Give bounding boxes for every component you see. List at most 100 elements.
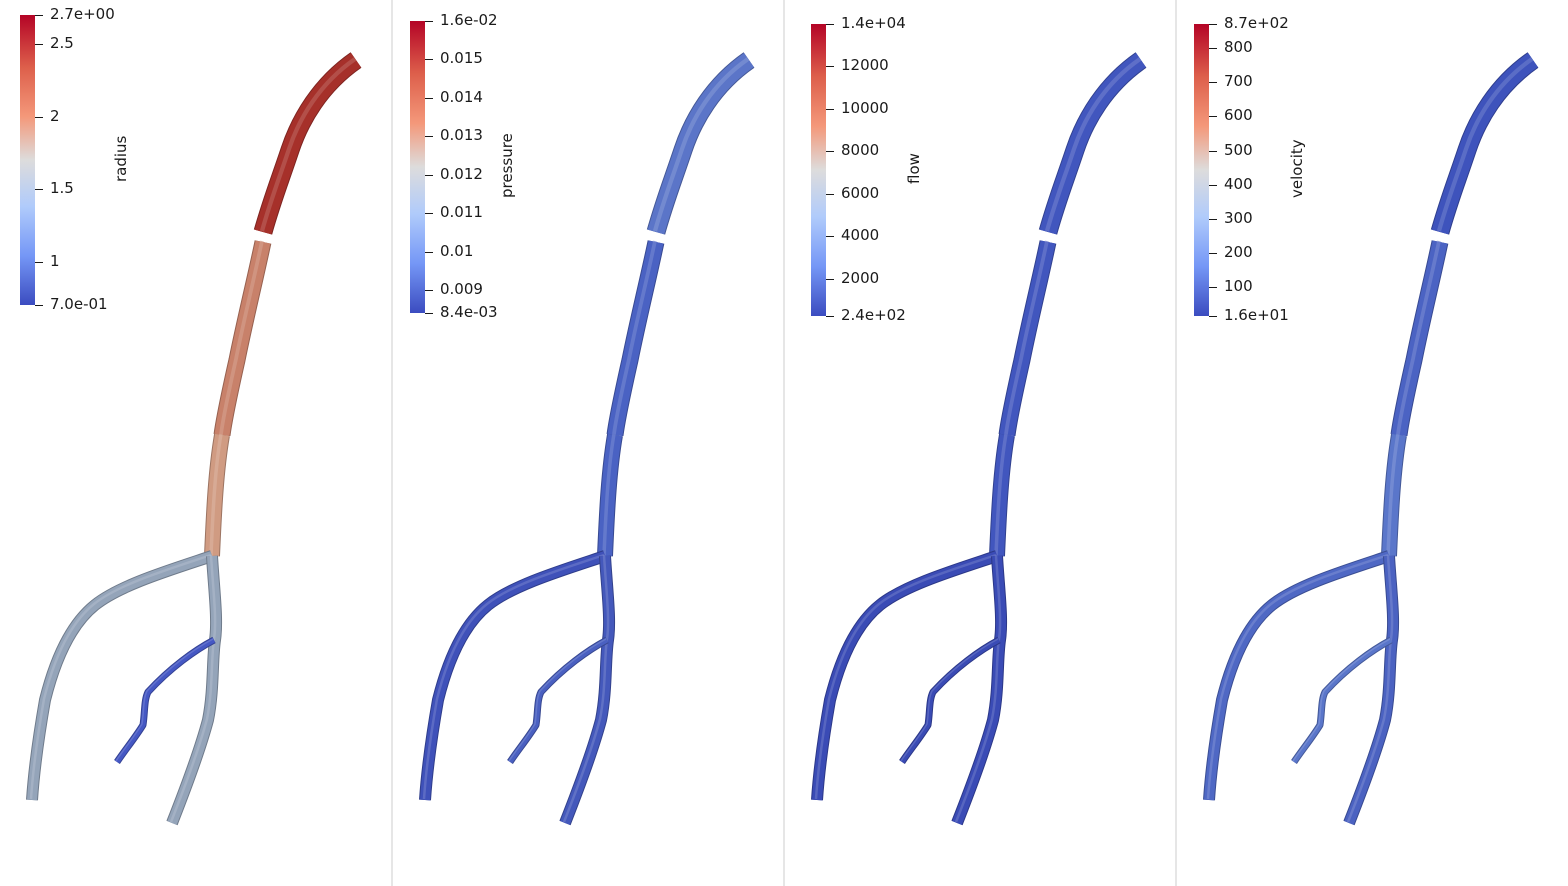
colorbar-title: velocity: [1288, 139, 1306, 198]
colorbar-tick: [826, 109, 834, 110]
vessel-segment-left_branch: [1204, 551, 1391, 801]
colorbar-tick-label: 100: [1224, 277, 1253, 295]
colorbar-tick: [826, 316, 834, 317]
colorbar-tick-label: 0.013: [440, 126, 483, 144]
vessel-segment-small_branch: [1291, 637, 1393, 764]
colorbar-tick: [1209, 116, 1217, 117]
colorbar-tick: [35, 15, 43, 16]
colorbar-pressure: [410, 21, 425, 313]
colorbar-tick-label: 1: [50, 252, 60, 270]
colorbar-tick: [1209, 287, 1217, 288]
colorbar-tick-label: 2000: [841, 269, 880, 287]
colorbar-tick: [1209, 185, 1217, 186]
colorbar-tick: [1209, 48, 1217, 49]
colorbar-max-label: 2.7e+00: [50, 5, 115, 23]
colorbar-tick-label: 10000: [841, 99, 889, 117]
vessel-highlight-right_branch: [1346, 554, 1394, 823]
colorbar-tick-label: 0.011: [440, 203, 483, 221]
colorbar-tick-label: 2: [50, 107, 60, 125]
colorbar-tick-label: 600: [1224, 106, 1253, 124]
colorbar-tick: [35, 189, 43, 190]
colorbar-tick: [425, 98, 433, 99]
colorbar-tick-label: 200: [1224, 243, 1253, 261]
panel-divider: [1175, 0, 1177, 886]
vessel-segment-trunk_upper: [647, 53, 754, 235]
vessel-highlight-trunk_upper: [1044, 57, 1142, 232]
colorbar-tick: [1209, 253, 1217, 254]
colorbar-tick-label: 800: [1224, 38, 1253, 56]
colorbar-tick: [826, 24, 834, 25]
vessel-highlight-trunk_lower: [1386, 433, 1400, 556]
colorbar-tick: [826, 194, 834, 195]
vessel-highlight-left_branch: [29, 553, 212, 800]
vessel-highlight-right_branch: [169, 554, 217, 823]
vessel-tree: [811, 52, 1147, 826]
vessel-segment-small_branch: [507, 637, 609, 764]
panel-divider: [391, 0, 393, 886]
colorbar-max-label: 1.6e-02: [440, 11, 498, 29]
colorbar-tick-label: 700: [1224, 72, 1253, 90]
view-panel-velocity[interactable]: 8.7e+02 800 700 600 500 400 300 200 100 1.6e+01 ve…: [1177, 0, 1568, 886]
vessel-highlight-left_branch: [422, 553, 605, 800]
vessel-highlight-small_branch: [115, 638, 214, 762]
colorbar-tick-label: 2.5: [50, 34, 74, 52]
colorbar-min-label: 1.6e+01: [1224, 306, 1289, 324]
colorbar-tick-label: 6000: [841, 184, 880, 202]
vessel-highlight-trunk_mid: [612, 240, 657, 435]
colorbar-tick: [425, 213, 433, 214]
vessel-tree: [1203, 52, 1539, 826]
vessel-highlight-trunk_mid: [219, 240, 264, 435]
colorbar-tick-label: 0.014: [440, 88, 483, 106]
vessel-highlight-left_branch: [1206, 553, 1389, 800]
vessel-highlight-right_branch: [562, 554, 610, 823]
colorbar-tick: [425, 136, 433, 137]
vessel-highlight-small_branch: [508, 638, 607, 762]
colorbar-tick: [826, 236, 834, 237]
colorbar-velocity: [1194, 24, 1209, 316]
colorbar-tick: [1209, 219, 1217, 220]
colorbar-tick: [425, 290, 433, 291]
colorbar-tick-label: 12000: [841, 56, 889, 74]
vessel-highlight-trunk_upper: [259, 57, 357, 232]
vessel-segment-left_branch: [27, 551, 214, 801]
colorbar-flow: [811, 24, 826, 316]
vessel-segment-trunk_upper: [1039, 53, 1146, 235]
view-panel-radius[interactable]: 2.7e+00 2.5 2 1.5 1 7.0e-01 radius: [0, 0, 392, 886]
colorbar-title: pressure: [498, 133, 516, 198]
view-panel-pressure[interactable]: 1.6e-02 0.015 0.014 0.013 0.012 0.011 0.01 0.00…: [393, 0, 785, 886]
colorbar-tick: [425, 59, 433, 60]
vessel-highlight-left_branch: [814, 553, 997, 800]
colorbar-radius: [20, 15, 35, 305]
vessel-highlight-trunk_upper: [1436, 57, 1534, 232]
colorbar-tick: [826, 151, 834, 152]
colorbar-tick-label: 0.009: [440, 280, 483, 298]
colorbar-tick-label: 0.012: [440, 165, 483, 183]
colorbar-title: radius: [112, 135, 130, 182]
view-panel-flow[interactable]: 1.4e+04 12000 10000 8000 6000 4000 2000 2.4e+02…: [785, 0, 1177, 886]
vessel-highlight-trunk_mid: [1396, 240, 1441, 435]
colorbar-max-label: 8.7e+02: [1224, 14, 1289, 32]
colorbar-tick-label: 400: [1224, 175, 1253, 193]
vessel-segment-trunk_upper: [254, 53, 361, 235]
vessel-segment-left_branch: [420, 551, 607, 801]
colorbar-title: flow: [905, 153, 923, 184]
colorbar-tick: [35, 44, 43, 45]
colorbar-tick: [1209, 316, 1217, 317]
colorbar-tick: [826, 66, 834, 67]
colorbar-min-label: 2.4e+02: [841, 306, 906, 324]
colorbar-tick-label: 4000: [841, 226, 880, 244]
vessel-highlight-trunk_lower: [602, 433, 616, 556]
vessel-segment-small_branch: [114, 637, 216, 764]
colorbar-tick-label: 8000: [841, 141, 880, 159]
vessel-tree: [26, 52, 362, 826]
vessel-tree: [419, 52, 755, 826]
vessel-highlight-small_branch: [900, 638, 999, 762]
colorbar-tick: [826, 279, 834, 280]
colorbar-min-label: 7.0e-01: [50, 295, 108, 313]
colorbar-tick: [425, 313, 433, 314]
vessel-highlight-trunk_lower: [994, 433, 1008, 556]
colorbar-tick: [425, 252, 433, 253]
colorbar-tick-label: 500: [1224, 141, 1253, 159]
colorbar-tick: [35, 262, 43, 263]
vessel-segment-small_branch: [899, 637, 1001, 764]
